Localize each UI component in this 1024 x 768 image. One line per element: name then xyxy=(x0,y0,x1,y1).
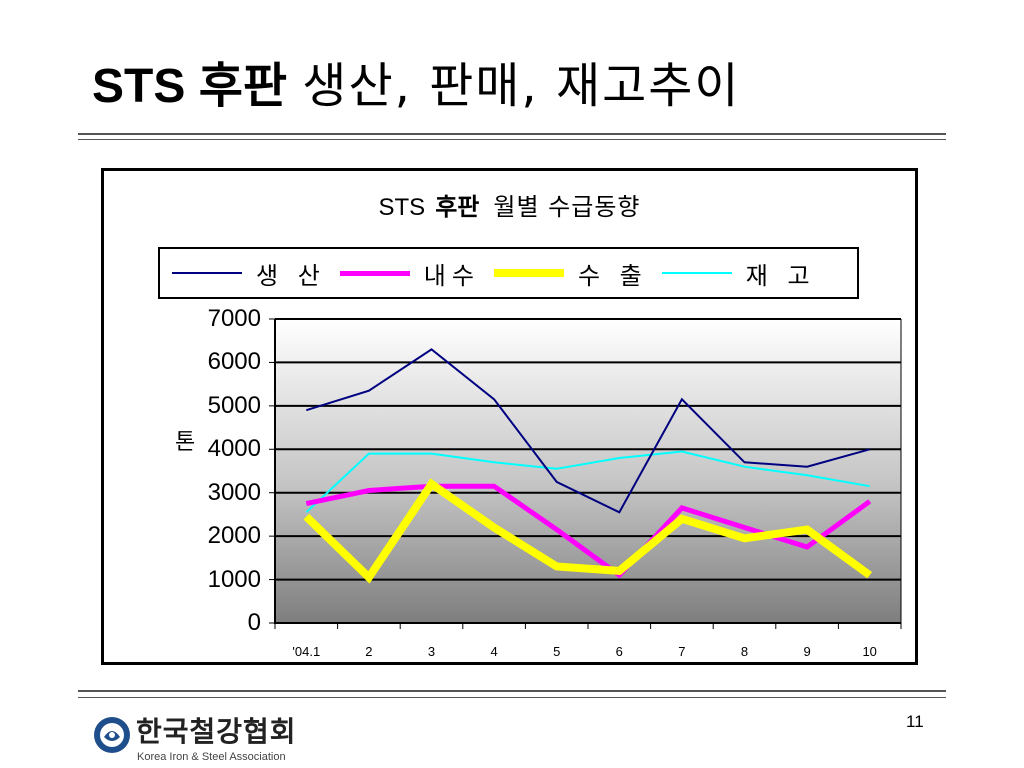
x-tick-label: 4 xyxy=(490,644,498,659)
legend-item-domestic: 내수 xyxy=(339,256,480,291)
legend-line-inventory xyxy=(661,272,732,274)
legend-item-export: 수 출 xyxy=(493,256,648,291)
chart-frame: STS 후판 월별 수급동향 생 산 내수 수 출 재 고 xyxy=(101,168,918,665)
slide-title-regular: 생산, 판매, 재고추이 xyxy=(302,58,741,114)
y-tick-label: 5000 xyxy=(207,391,261,419)
y-tick-label: 6000 xyxy=(207,348,261,376)
y-tick-label: 1000 xyxy=(207,565,261,593)
slide-title: STS 후판 생산, 판매, 재고추이 xyxy=(92,62,741,111)
footer-rule-bottom xyxy=(78,697,946,698)
y-axis-title: 톤 xyxy=(175,430,196,455)
chart-title-part3: 월별 수급동향 xyxy=(493,193,641,221)
chart-legend: 생 산 내수 수 출 재 고 xyxy=(158,247,859,299)
x-tick-label: 8 xyxy=(740,644,749,659)
legend-item-inventory: 재 고 xyxy=(661,256,816,291)
organization-name: 한국철강협회 xyxy=(136,715,297,748)
organization-logo: 한국철강협회 Korea Iron & Steel Association xyxy=(92,715,296,763)
y-tick-label: 4000 xyxy=(207,435,261,463)
x-tick-label: 5 xyxy=(553,644,561,659)
y-tick-label: 7000 xyxy=(207,305,261,332)
chart-title: STS 후판 월별 수급동향 xyxy=(104,187,915,222)
legend-item-production: 생 산 xyxy=(172,256,326,291)
title-rule-bottom xyxy=(78,139,946,140)
organization-subtitle: Korea Iron & Steel Association xyxy=(137,751,286,763)
title-rule-top xyxy=(78,133,946,135)
y-tick-label: 3000 xyxy=(207,478,261,506)
series-line-export xyxy=(303,478,873,584)
x-tick-label: 6 xyxy=(615,644,623,659)
page-number: 11 xyxy=(906,712,924,731)
legend-label-inventory: 재 고 xyxy=(745,261,816,290)
x-tick-label: 10 xyxy=(862,644,877,659)
series-line-inventory xyxy=(305,450,870,514)
x-tick-label: 7 xyxy=(678,644,686,659)
legend-label-domestic: 내수 xyxy=(423,261,480,290)
slide-title-bold: STS 후판 xyxy=(92,60,288,113)
footer-rule-top xyxy=(78,690,946,692)
series-line-production xyxy=(306,348,870,514)
association-emblem-icon xyxy=(94,717,130,753)
legend-label-export: 수 출 xyxy=(577,261,648,290)
legend-label-production: 생 산 xyxy=(256,261,326,290)
x-tick-label: 9 xyxy=(803,644,811,659)
y-tick-label: 2000 xyxy=(207,522,261,550)
series-lines xyxy=(303,348,873,584)
legend-line-export xyxy=(493,269,564,277)
legend-line-production xyxy=(172,272,242,274)
y-tick-label: 0 xyxy=(247,609,261,636)
x-tick-label: 2 xyxy=(365,644,373,659)
chart-plot xyxy=(269,318,902,629)
chart-title-part2: 후판 xyxy=(435,193,480,221)
x-tick-label: '04.1 xyxy=(292,644,321,659)
axes xyxy=(269,318,902,629)
chart-title-part1: STS xyxy=(378,194,426,221)
x-tick-label: 3 xyxy=(427,644,436,659)
legend-line-domestic xyxy=(339,270,410,276)
